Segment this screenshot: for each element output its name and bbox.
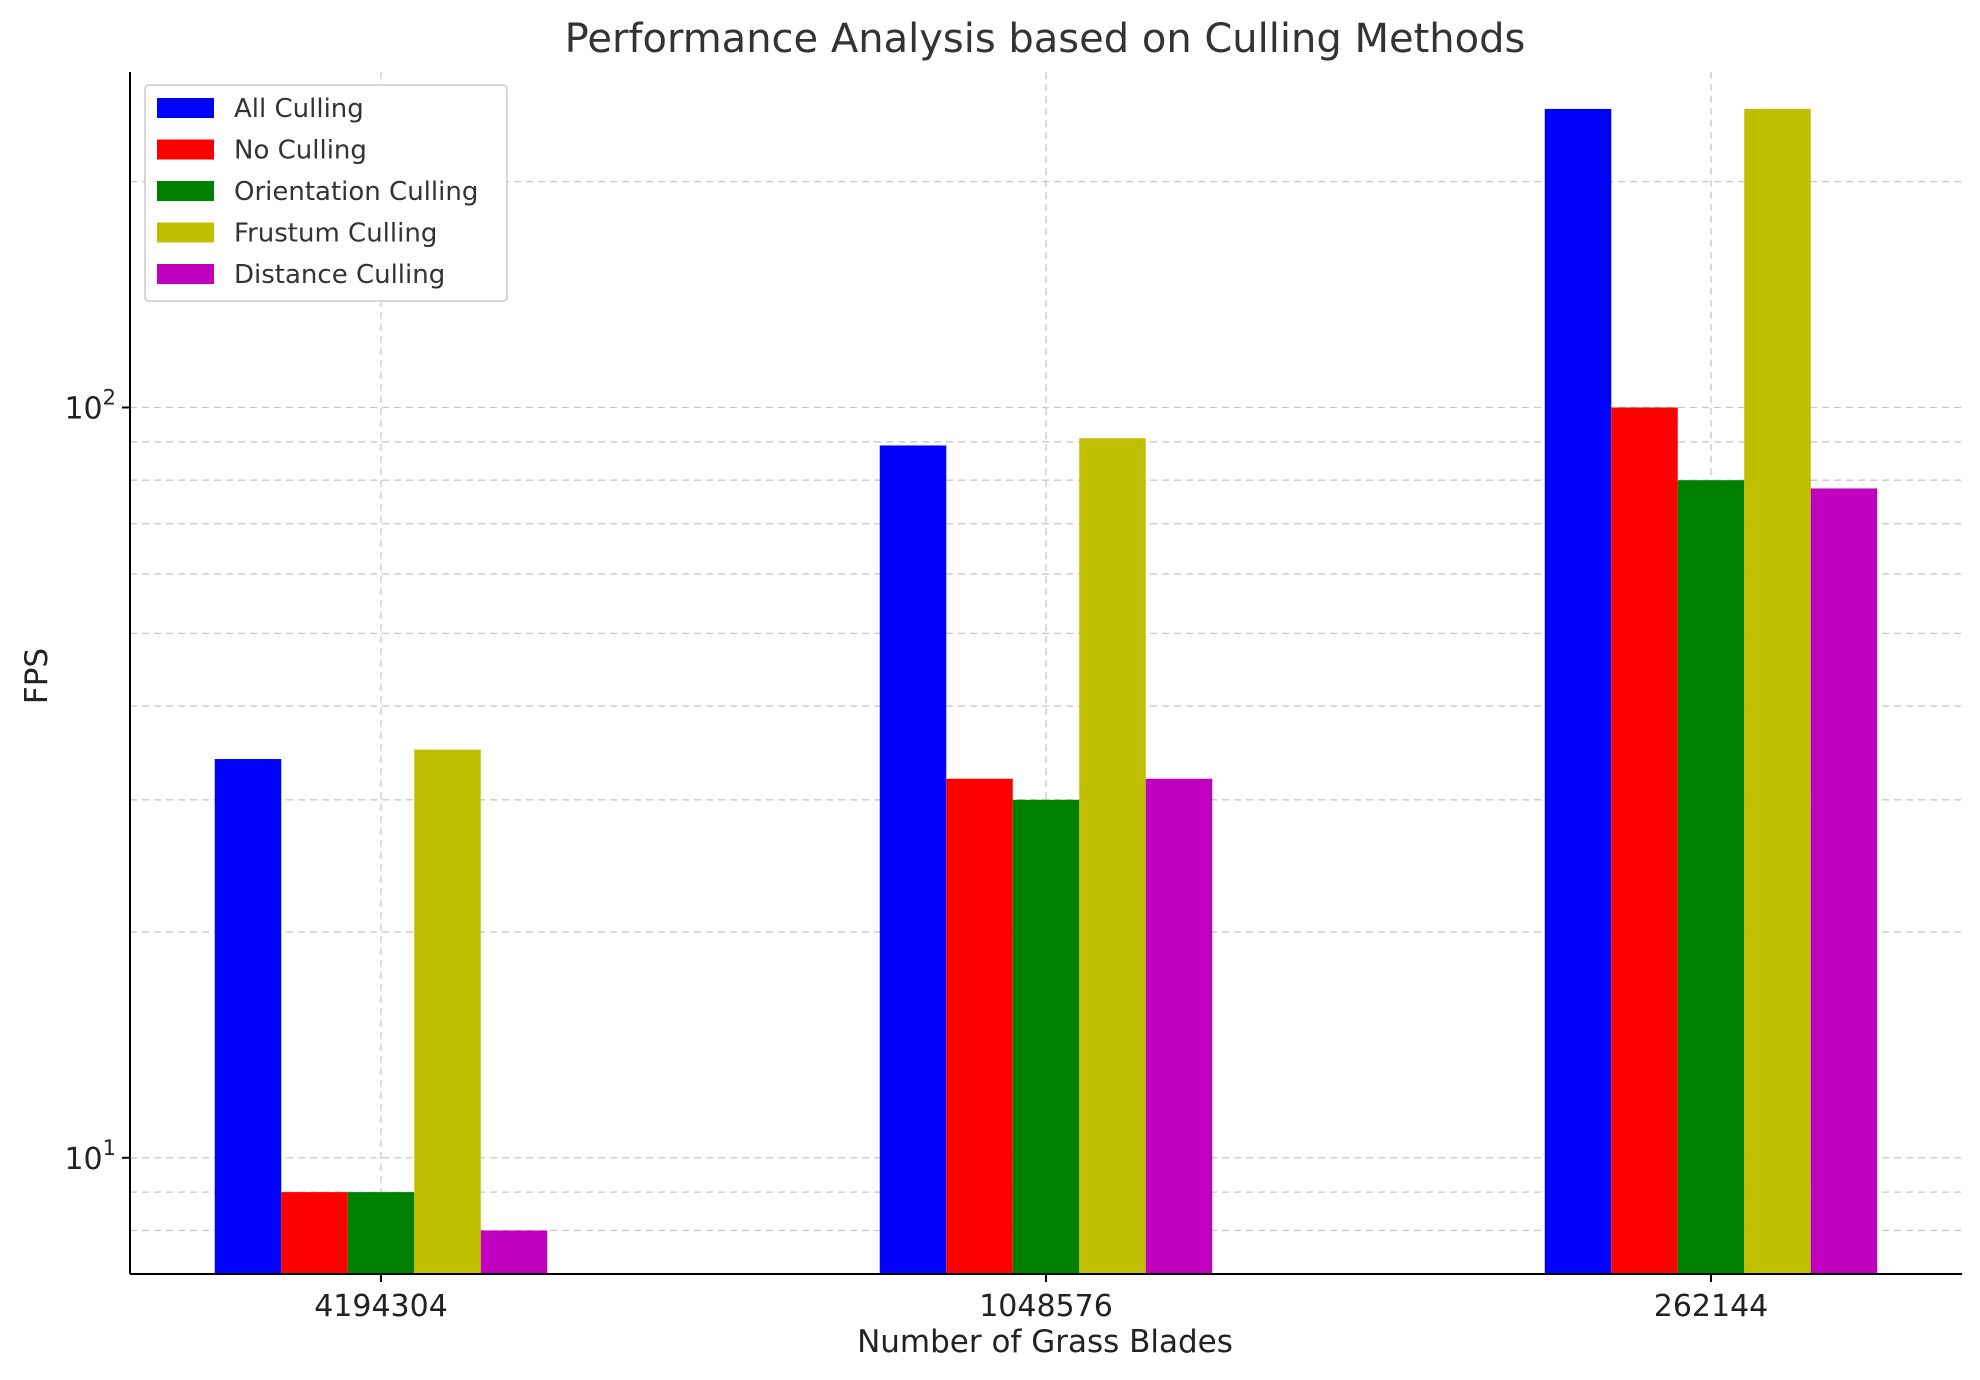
y-axis-label: FPS	[19, 648, 55, 704]
legend-label: Frustum Culling	[234, 219, 437, 249]
bar-series-no-culling	[281, 407, 1678, 1275]
bar-series-group	[214, 108, 1878, 1275]
legend-swatch	[157, 98, 214, 118]
bar	[414, 749, 481, 1274]
legend-swatch	[157, 264, 214, 284]
x-tick-label: 4194304	[314, 1289, 448, 1324]
bar	[281, 1192, 348, 1274]
y-tick-label: 102	[64, 385, 116, 426]
bar	[946, 778, 1013, 1274]
bar	[1611, 407, 1678, 1275]
bar	[1079, 438, 1146, 1275]
y-tick-exponent: 1	[103, 1136, 116, 1160]
y-tick-exponent: 2	[103, 385, 116, 409]
legend: All Culling No Culling Orientation Culling…	[144, 84, 508, 302]
y-tick-label: 101	[64, 1136, 116, 1177]
bar	[1677, 480, 1745, 1274]
legend-label: Orientation Culling	[234, 177, 478, 207]
bar	[1744, 108, 1811, 1275]
bar-series-orientation-culling	[347, 480, 1745, 1274]
legend-label: Distance Culling	[234, 260, 445, 290]
legend-swatch	[157, 181, 214, 201]
legend-label: No Culling	[234, 136, 367, 166]
bar	[1145, 778, 1213, 1274]
chart-title: Performance Analysis based on Culling Me…	[565, 16, 1526, 62]
bar-series-all-culling	[214, 108, 1612, 1275]
x-tick-label: 1048576	[979, 1289, 1113, 1324]
bar	[347, 1192, 415, 1274]
bar	[480, 1230, 548, 1274]
x-tick-label: 262144	[1654, 1289, 1769, 1324]
legend-label: All Culling	[234, 94, 364, 124]
legend-swatch	[157, 139, 214, 160]
legend-swatch	[157, 222, 214, 243]
x-axis-label: Number of Grass Blades	[857, 1324, 1233, 1360]
x-tick-labels: 4194304 1048576 262144	[314, 1274, 1768, 1324]
bar	[214, 759, 282, 1274]
bar	[879, 445, 947, 1274]
legend-frame	[144, 84, 508, 302]
bar-series-distance-culling	[480, 488, 1878, 1275]
bar	[1810, 488, 1878, 1275]
bar-series-frustum-culling	[414, 108, 1811, 1275]
y-tick-labels: 101 102	[64, 385, 130, 1177]
bar	[1012, 799, 1080, 1274]
bar	[1544, 108, 1612, 1275]
